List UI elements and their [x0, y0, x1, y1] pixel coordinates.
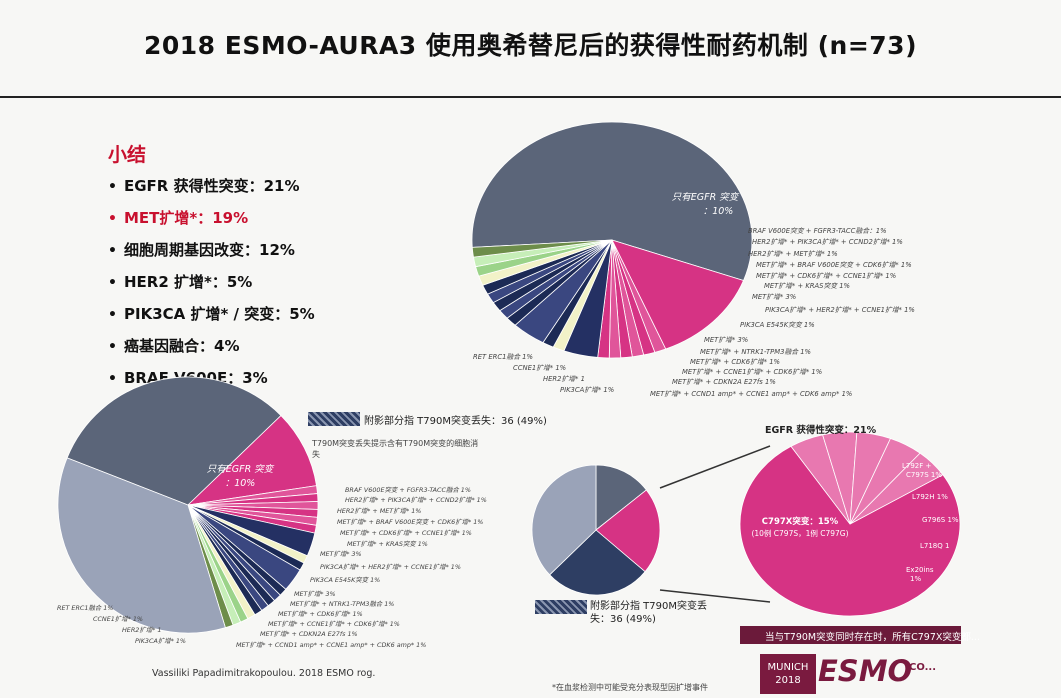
legend-swatch-small [535, 600, 587, 614]
congress-label: CO... [909, 662, 937, 673]
slice-label: MET扩增* + BRAF V600E突变 + CDK6扩增* 1% [337, 518, 483, 526]
slice-label: RET ERC1融合 1% [57, 604, 113, 612]
slice-label: MET扩增* + NTRK1-TPM3融合 1% [700, 348, 811, 356]
egfr-c797x-detail: (10例 C797S，1例 C797G) [751, 528, 848, 538]
egfr-minor-label: L792F + [902, 462, 932, 470]
slice-label: PIK3CA E545K突变 1% [740, 321, 815, 329]
slice-label: HER2扩增* + MET扩增* 1% [748, 250, 838, 258]
esmo-logo: MUNICH 2018 ESMO [760, 654, 912, 694]
slice-label: PIK3CA扩增* + HER2扩增* + CCNE1扩增* 1% [320, 563, 461, 571]
slice-label: PIK3CA扩增* 1% [135, 637, 186, 645]
pie-left-center-label: 只有EGFR 突变 [207, 463, 275, 475]
slice-label: MET扩增* 3% [752, 293, 796, 301]
pie-connector-line [659, 445, 771, 489]
slice-label: MET扩增* + CDK6扩增* 1% [278, 610, 363, 618]
banner-bar [740, 626, 961, 644]
legend-swatch-left [308, 412, 360, 426]
legend-small: 附影部分指 T790M突变丢失：36 (49%) [590, 601, 708, 625]
slice-label: MET扩增* + CCND1 amp* + CCNE1 amp* + CDK6 … [236, 641, 426, 649]
pie-slice [471, 121, 753, 282]
pie-top-center-value: ：10% [703, 206, 734, 217]
pie-slice [57, 457, 226, 634]
slice-label: MET扩增* + KRAS突变 1% [347, 540, 428, 548]
pie-slice [595, 464, 647, 531]
summary-item: • 癌基因融合：4% [108, 337, 240, 355]
slice-label: MET扩增* + CCND1 amp* + CCNE1 amp* + CDK6 … [650, 390, 852, 398]
pie-slice [531, 464, 597, 576]
pie-slice [66, 376, 282, 506]
summary-item: • MET扩增*：19% [108, 209, 249, 227]
pie-connector-line [659, 589, 771, 603]
egfr-minor-label: G796S 1% [922, 516, 959, 524]
egfr-minor-label: L792H 1% [912, 493, 948, 501]
slice-label: HER2扩增* 1 [122, 626, 161, 634]
slice-label: BRAF V600E突变 + FGFR3-TACC融合：1% [748, 227, 887, 235]
slice-label: MET扩增* + KRAS突变 1% [764, 282, 850, 290]
summary-item: • PIK3CA 扩增* / 突变：5% [108, 305, 315, 323]
pie-slice [549, 529, 646, 596]
slice-label: PIK3CA扩增* + HER2扩增* + CCNE1扩增* 1% [765, 306, 915, 314]
slice-label: MET扩增* + CCNE1扩增* + CDK6扩增* 1% [268, 620, 400, 628]
slice-label: HER2扩增* + PIK3CA扩增* + CCND2扩增* 1% [345, 496, 487, 504]
egfr-minor-label: L718Q 1 [920, 542, 949, 550]
slice-label: CCNE1扩增* 1% [513, 364, 566, 372]
slice-label: MET扩增* + CDKN2A E27fs 1% [672, 378, 776, 386]
legend-left: 附影部分指 T790M突变丢失：36 (49%) [364, 416, 547, 427]
pie-left-center-value: ：10% [225, 478, 256, 489]
slice-label: MET扩增* + CDK6扩增* 1% [690, 358, 780, 366]
slice-label: MET扩增* + NTRK1-TPM3融合 1% [290, 600, 394, 608]
pie-top-center-label: 只有EGFR 突变 [672, 191, 740, 203]
slice-label: RET ERC1融合 1% [473, 353, 533, 361]
banner-text: 当与T790M突变同时存在时，所有C797X突变都... [765, 632, 980, 643]
slice-label: HER2扩增* 1 [543, 375, 585, 383]
legend-left-note: T790M突变丢失提示含有T790M突变的细胞消失 [312, 439, 479, 459]
slice-label: BRAF V600E突变 + FGFR3-TACC融合 1% [345, 486, 471, 494]
footer-credit: Vassiliki Papadimitrakopoulou. 2018 ESMO… [152, 668, 376, 679]
pie-slice [186, 414, 317, 506]
slice-label: MET扩增* 3% [320, 550, 362, 558]
summary-item: • 细胞周期基因改变：12% [108, 241, 295, 259]
egfr-minor-label: Ex20ins [906, 566, 934, 574]
summary-item: • EGFR 获得性突变：21% [108, 177, 300, 195]
egfr-pie-title: EGFR 获得性突变：21% [765, 425, 877, 436]
slice-label: PIK3CA扩增* 1% [560, 386, 614, 394]
summary-heading: 小结 [108, 144, 147, 166]
egfr-minor-label: C797S 1% [906, 471, 942, 479]
egfr-c797x-label: C797X突变：15% [762, 516, 839, 527]
pie-slice [471, 239, 613, 258]
title-divider [0, 96, 1061, 98]
footer-note: *在血浆检测中可能受充分表现型因扩增事件 [552, 683, 708, 692]
slice-label: HER2扩增* + MET扩增* 1% [337, 507, 421, 515]
slice-label: MET扩增* + BRAF V600E突变 + CDK6扩增* 1% [756, 261, 912, 269]
esmo-wordmark: ESMO [818, 654, 913, 688]
summary-item: • HER2 扩增*：5% [108, 273, 253, 291]
egfr-minor-label: 1% [910, 575, 921, 583]
slice-label: MET扩增* + CDK6扩增* + CCNE1扩增* 1% [756, 272, 896, 280]
slice-label: PIK3CA E545K突变 1% [310, 576, 380, 584]
pie-slice [849, 452, 944, 525]
slice-label: CCNE1扩增* 1% [93, 615, 143, 623]
pie-slice [611, 239, 745, 350]
pie-slice [739, 445, 961, 617]
page-title: 2018 ESMO-AURA3 使用奥希替尼后的获得性耐药机制 (n=73) [143, 31, 917, 60]
munich-label: MUNICH 2018 [760, 654, 816, 694]
slice-label: MET扩增* + CDKN2A E27fs 1% [260, 630, 358, 638]
slice-label: HER2扩增* + PIK3CA扩增* + CCND2扩增* 1% [752, 238, 903, 246]
slice-label: MET扩增* + CCNE1扩增* + CDK6扩增* 1% [682, 368, 822, 376]
pie-slice [595, 489, 661, 573]
slice-label: MET扩增* 3% [294, 590, 336, 598]
slice-label: MET扩增* + CDK6扩增* + CCNE1扩增* 1% [340, 529, 472, 537]
slice-label: MET扩增* 3% [704, 336, 748, 344]
